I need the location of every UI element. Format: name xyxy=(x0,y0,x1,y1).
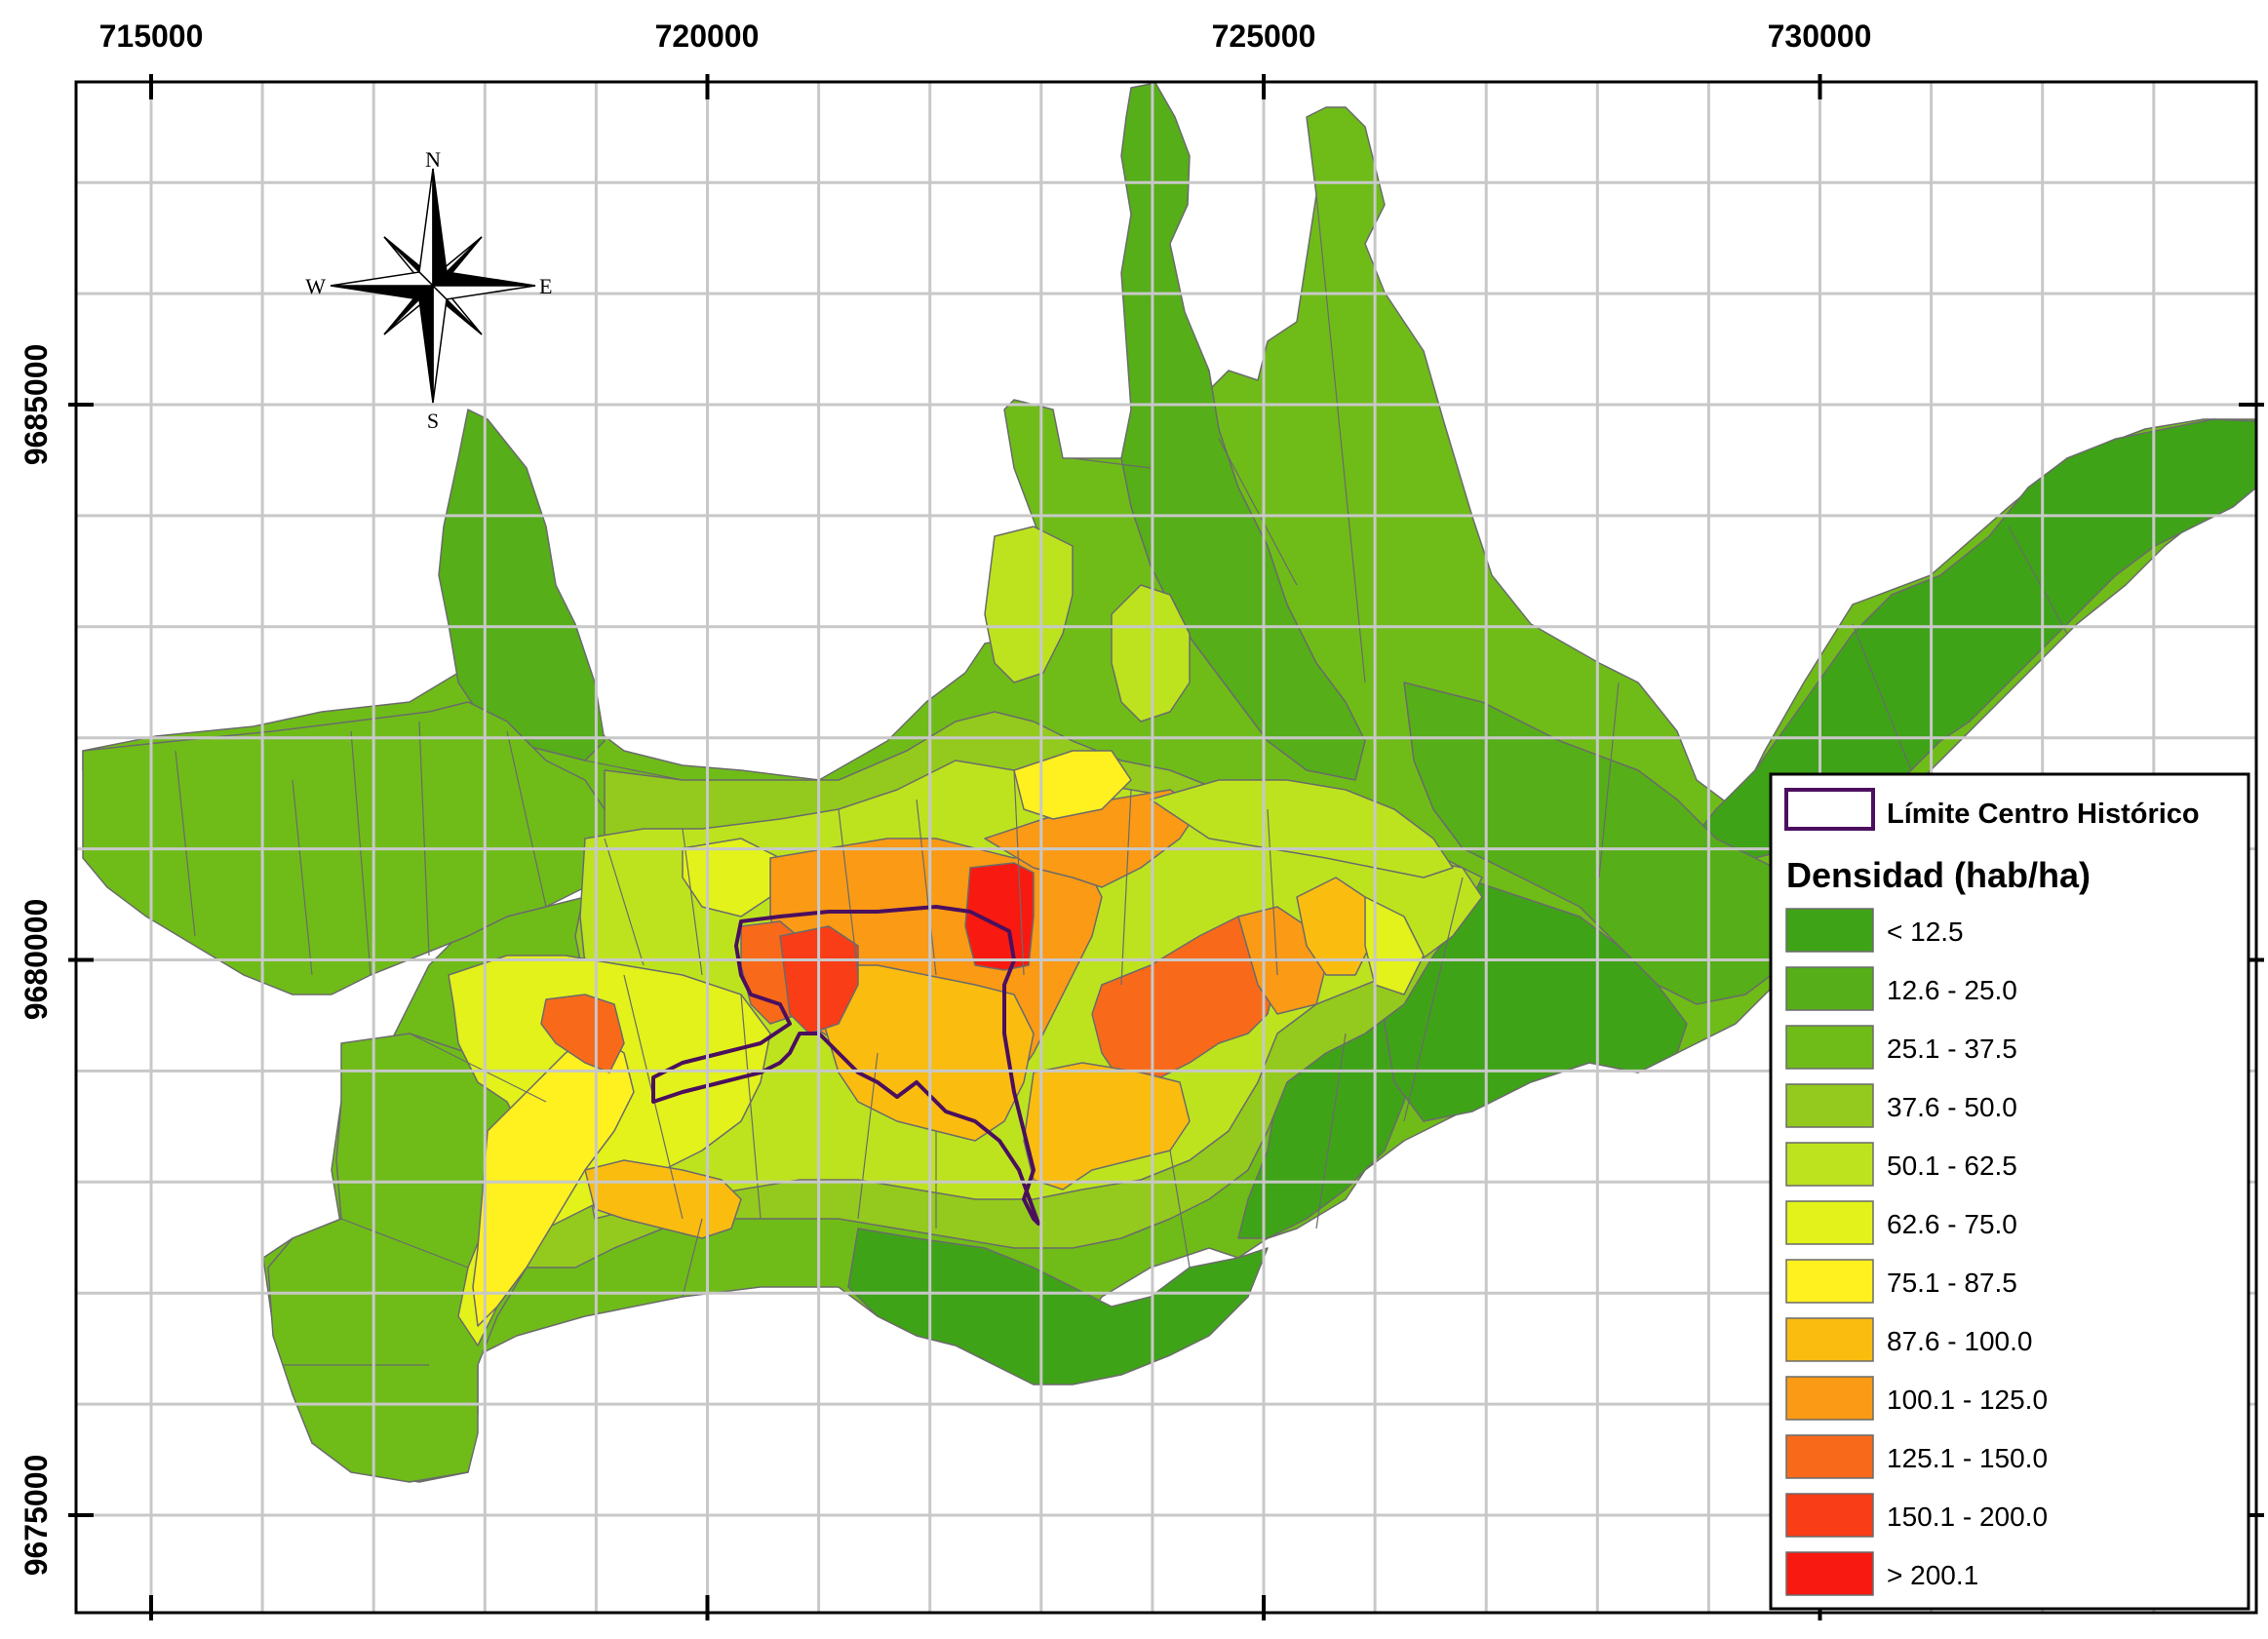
yellow-top-block xyxy=(1013,750,1132,820)
map-frame-border xyxy=(74,80,2258,1615)
legend-label: 12.6 - 25.0 xyxy=(1887,975,2017,1005)
north-yellow-green xyxy=(1111,584,1191,722)
x-tick-label: 730000 xyxy=(1768,19,1872,54)
compass-north-label: N xyxy=(425,147,441,172)
historic-center-boundary xyxy=(651,905,1040,1226)
legend-label: < 12.5 xyxy=(1887,917,1964,947)
east-red-wedge xyxy=(1091,916,1278,1083)
legend-label: 25.1 - 37.5 xyxy=(1887,1034,2017,1064)
legend-label: 150.1 - 200.0 xyxy=(1887,1502,2048,1532)
x-tick-label: 715000 xyxy=(99,19,204,54)
north-yellow-sliver xyxy=(984,526,1074,683)
legend-swatch xyxy=(1785,966,1874,1011)
north-arrow-icon: N S E W xyxy=(305,147,552,433)
y-tick-label: 9680000 xyxy=(19,899,54,1021)
legend-swatch xyxy=(1785,1200,1874,1245)
east-yellow-orange xyxy=(1296,877,1376,976)
x-tick-label: 725000 xyxy=(1212,19,1316,54)
legend-swatch xyxy=(1785,1317,1874,1362)
legend-label: 50.1 - 62.5 xyxy=(1887,1151,2017,1181)
legend-swatch xyxy=(1785,908,1874,953)
red-block xyxy=(964,862,1035,971)
legend-label: 87.6 - 100.0 xyxy=(1887,1326,2032,1356)
east-block xyxy=(1384,877,1688,1122)
legend-swatch xyxy=(1785,1434,1874,1479)
legend-swatch xyxy=(1785,1083,1874,1128)
northeast-arm-strip xyxy=(1403,682,1815,1005)
legend-label: 75.1 - 87.5 xyxy=(1887,1268,2017,1298)
legend-label: 37.6 - 50.0 xyxy=(1887,1092,2017,1122)
legend-swatch xyxy=(1785,1259,1874,1304)
legend-items: < 12.5 12.6 - 25.0 25.1 - 37.5 37.6 - 50.0 5… xyxy=(1785,908,2048,1596)
compass-west-label: W xyxy=(305,274,326,298)
legend-swatch xyxy=(1785,1493,1874,1538)
legend-boundary-label: Límite Centro Histórico xyxy=(1887,799,2200,830)
frame-ticks xyxy=(68,74,2264,1620)
legend-label: 125.1 - 150.0 xyxy=(1887,1443,2048,1473)
x-tick-label: 720000 xyxy=(655,19,760,54)
legend-title: Densidad (hab/ha) xyxy=(1786,855,2091,895)
legend-swatch xyxy=(1785,1025,1874,1070)
compass-east-label: E xyxy=(539,274,552,298)
legend-label: 100.1 - 125.0 xyxy=(1887,1385,2048,1415)
legend-swatch xyxy=(1785,1142,1874,1187)
legend-swatch xyxy=(1785,1376,1874,1421)
compass-south-label: S xyxy=(427,409,439,433)
legend-swatch xyxy=(1785,1551,1874,1596)
legend: Límite Centro Histórico Densidad (hab/ha… xyxy=(1769,772,2250,1611)
north-spur xyxy=(1120,82,1366,781)
legend-box xyxy=(1769,772,2250,1611)
legend-label: 62.6 - 75.0 xyxy=(1887,1209,2017,1239)
y-tick-label: 9675000 xyxy=(19,1455,54,1577)
legend-boundary-swatch xyxy=(1784,788,1875,831)
legend-label: > 200.1 xyxy=(1887,1560,1978,1590)
east-light-yellow xyxy=(1364,896,1425,995)
southeast-region xyxy=(847,1228,1269,1385)
y-tick-label: 9685000 xyxy=(19,344,54,466)
